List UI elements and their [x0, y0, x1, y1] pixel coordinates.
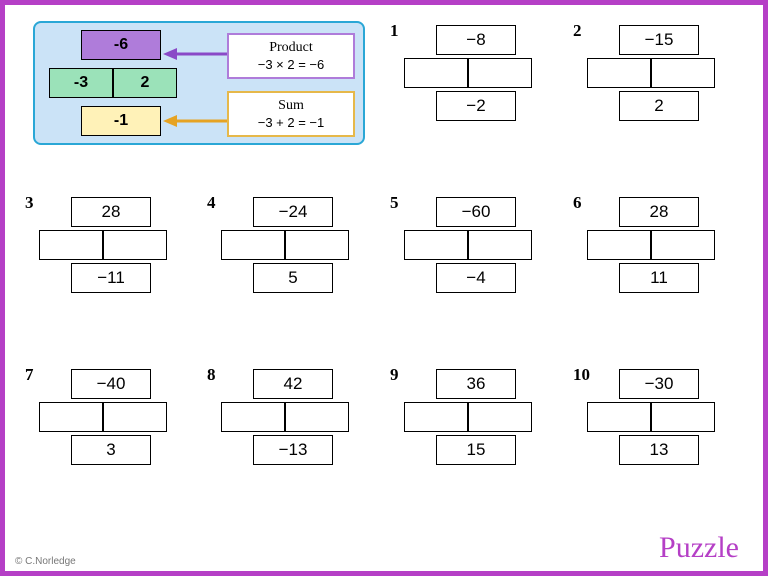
factor-right-blank[interactable]: [468, 58, 532, 88]
factor-right-blank[interactable]: [285, 230, 349, 260]
puzzle-9: 9 36 15: [390, 363, 548, 475]
puzzle-10: 10 −30 13: [573, 363, 731, 475]
arrow-sum-icon: [163, 114, 227, 128]
sum-expression: −3 + 2 = −1: [258, 115, 325, 131]
legend-factor-left: -3: [49, 68, 113, 98]
puzzle-7: 7 −40 3: [25, 363, 183, 475]
sum-value: 13: [619, 435, 699, 465]
legend-factor-right: 2: [113, 68, 177, 98]
puzzle-number: 3: [25, 193, 34, 213]
factor-right-blank[interactable]: [468, 230, 532, 260]
factor-left-blank[interactable]: [39, 230, 103, 260]
product-value: 28: [71, 197, 151, 227]
product-value: −24: [253, 197, 333, 227]
puzzle-number: 7: [25, 365, 34, 385]
product-value: −8: [436, 25, 516, 55]
factor-left-blank[interactable]: [587, 402, 651, 432]
legend-sum-cell: -1: [81, 106, 161, 136]
product-value: 36: [436, 369, 516, 399]
factor-right-blank[interactable]: [103, 230, 167, 260]
product-value: 42: [253, 369, 333, 399]
copyright-text: © C.Norledge: [15, 556, 76, 567]
product-value: 28: [619, 197, 699, 227]
sum-value: 5: [253, 263, 333, 293]
puzzle-number: 6: [573, 193, 582, 213]
factor-left-blank[interactable]: [404, 58, 468, 88]
puzzle-4: 4 −24 5: [207, 191, 365, 303]
product-expression: −3 × 2 = −6: [258, 57, 325, 73]
factor-left-blank[interactable]: [221, 230, 285, 260]
product-value: −30: [619, 369, 699, 399]
legend-box: -6 -3 2 -1 Product −3 × 2 = −6 Sum −3 + …: [33, 21, 365, 145]
product-value: −60: [436, 197, 516, 227]
puzzle-number: 5: [390, 193, 399, 213]
puzzle-3: 3 28 −11: [25, 191, 183, 303]
page-title: Puzzle: [659, 531, 739, 565]
factor-right-blank[interactable]: [651, 230, 715, 260]
product-label-box: Product −3 × 2 = −6: [227, 33, 355, 79]
puzzle-number: 2: [573, 21, 582, 41]
puzzle-number: 9: [390, 365, 399, 385]
factor-left-blank[interactable]: [404, 402, 468, 432]
sum-value: 3: [71, 435, 151, 465]
factor-right-blank[interactable]: [651, 58, 715, 88]
sum-label: Sum: [278, 97, 304, 115]
puzzle-8: 8 42 −13: [207, 363, 365, 475]
factor-right-blank[interactable]: [285, 402, 349, 432]
product-label: Product: [269, 39, 313, 57]
factor-right-blank[interactable]: [468, 402, 532, 432]
sum-label-box: Sum −3 + 2 = −1: [227, 91, 355, 137]
puzzle-5: 5 −60 −4: [390, 191, 548, 303]
factor-left-blank[interactable]: [221, 402, 285, 432]
puzzle-6: 6 28 11: [573, 191, 731, 303]
factor-left-blank[interactable]: [587, 230, 651, 260]
sum-value: −11: [71, 263, 151, 293]
puzzle-number: 8: [207, 365, 216, 385]
arrow-product-icon: [163, 47, 227, 61]
sum-value: 11: [619, 263, 699, 293]
sum-value: −13: [253, 435, 333, 465]
factor-left-blank[interactable]: [587, 58, 651, 88]
worksheet-page: -6 -3 2 -1 Product −3 × 2 = −6 Sum −3 + …: [0, 0, 768, 576]
factor-right-blank[interactable]: [103, 402, 167, 432]
puzzle-number: 4: [207, 193, 216, 213]
sum-value: −4: [436, 263, 516, 293]
puzzle-number: 10: [573, 365, 590, 385]
sum-value: 15: [436, 435, 516, 465]
puzzle-number: 1: [390, 21, 399, 41]
legend-product-cell: -6: [81, 30, 161, 60]
puzzle-1: 1 −8 −2: [390, 19, 548, 131]
factor-right-blank[interactable]: [651, 402, 715, 432]
factor-left-blank[interactable]: [404, 230, 468, 260]
factor-left-blank[interactable]: [39, 402, 103, 432]
sum-value: 2: [619, 91, 699, 121]
product-value: −40: [71, 369, 151, 399]
sum-value: −2: [436, 91, 516, 121]
puzzle-2: 2 −15 2: [573, 19, 731, 131]
product-value: −15: [619, 25, 699, 55]
